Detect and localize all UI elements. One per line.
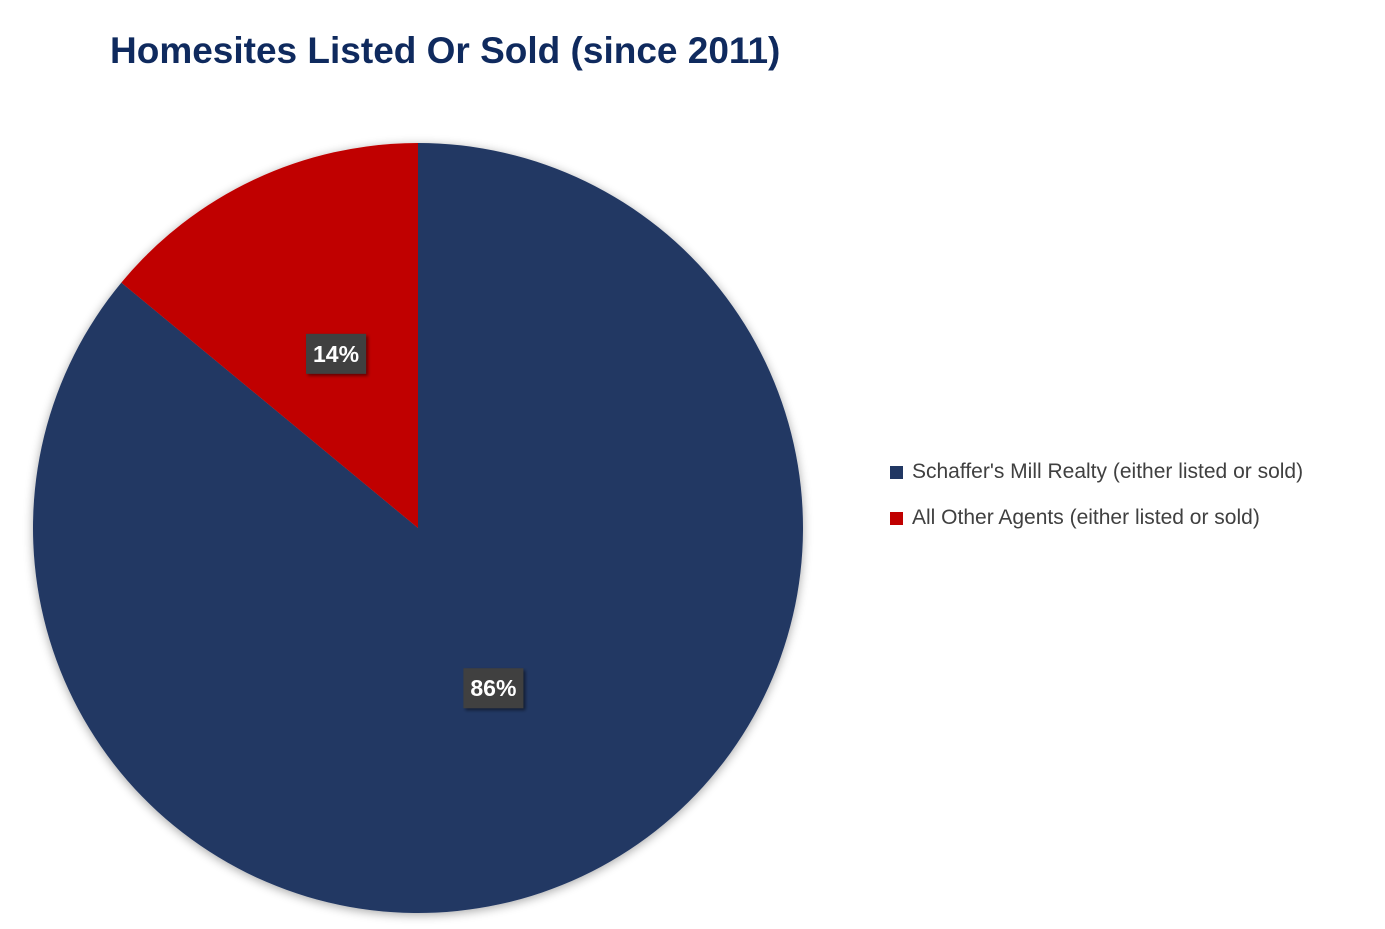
legend-swatch-schaffers-mill (890, 465, 903, 479)
data-label-box (463, 668, 524, 709)
data-label-box (306, 333, 367, 374)
pie-slice-other-agents (121, 143, 418, 528)
legend-label-schaffers-mill: Schaffer's Mill Realty (either listed or… (912, 460, 1304, 483)
legend-item-other-agents: All Other Agents (either listed or sold) (890, 501, 1303, 535)
chart-title: Homesites Listed Or Sold (since 2011) (110, 30, 781, 71)
data-label-schaffers-mill: 86% (463, 668, 524, 709)
chart-legend: Schaffer's Mill Realty (either listed or… (890, 455, 1303, 547)
data-label-text: 86% (470, 675, 516, 701)
legend-label-other-agents: All Other Agents (either listed or sold) (912, 506, 1260, 529)
data-label-other-agents: 14% (306, 333, 367, 374)
legend-swatch-other-agents (890, 511, 903, 525)
data-label-text: 14% (313, 341, 359, 367)
legend-item-schaffers-mill: Schaffer's Mill Realty (either listed or… (890, 455, 1303, 489)
